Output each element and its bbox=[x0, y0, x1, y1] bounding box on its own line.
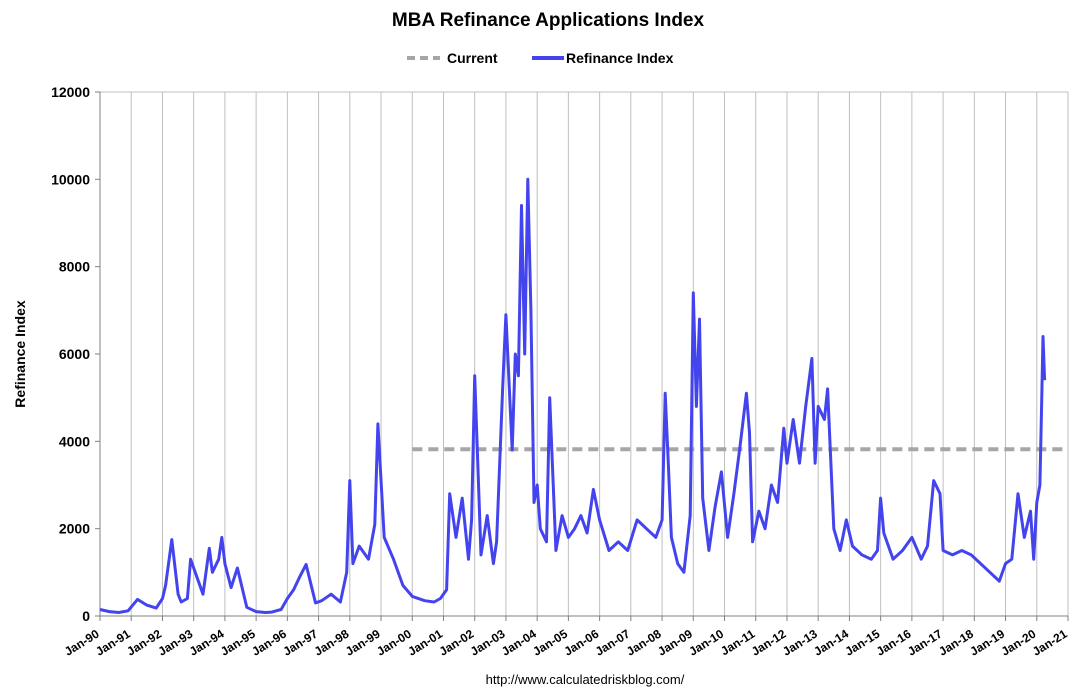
y-tick-label: 6000 bbox=[59, 346, 90, 362]
y-tick-label: 8000 bbox=[59, 259, 90, 275]
x-tick-label: Jan-20 bbox=[999, 627, 1039, 659]
source-url: http://www.calculatedriskblog.com/ bbox=[486, 672, 685, 687]
x-tick-label: Jan-00 bbox=[374, 627, 414, 659]
x-tick-label: Jan-14 bbox=[811, 627, 851, 659]
x-tick-label: Jan-03 bbox=[468, 627, 508, 659]
x-tick-label: Jan-97 bbox=[280, 627, 320, 659]
y-tick-label: 4000 bbox=[59, 433, 90, 449]
y-tick-label: 0 bbox=[82, 608, 90, 624]
x-tick-label: Jan-96 bbox=[249, 627, 289, 659]
x-tick-label: Jan-09 bbox=[655, 627, 695, 659]
legend: Current Refinance Index bbox=[407, 50, 674, 66]
x-tick-label: Jan-17 bbox=[905, 627, 945, 659]
x-tick-label: Jan-95 bbox=[218, 627, 258, 659]
x-tick-label: Jan-06 bbox=[562, 627, 602, 659]
x-tick-label: Jan-93 bbox=[156, 627, 196, 659]
x-axis: Jan-90Jan-91Jan-92Jan-93Jan-94Jan-95Jan-… bbox=[62, 615, 1070, 659]
x-tick-label: Jan-12 bbox=[749, 627, 789, 659]
y-tick-label: 10000 bbox=[51, 171, 90, 187]
y-axis: 0 2000 4000 6000 8000 10000 12000 bbox=[51, 84, 101, 624]
x-tick-label: Jan-07 bbox=[593, 627, 633, 659]
x-tick-label: Jan-13 bbox=[780, 627, 820, 659]
refinance-index-line bbox=[99, 177, 1047, 614]
x-tick-label: Jan-16 bbox=[874, 627, 914, 659]
x-tick-label: Jan-04 bbox=[499, 627, 539, 659]
x-tick-label: Jan-11 bbox=[718, 626, 757, 658]
x-tick-label: Jan-10 bbox=[686, 627, 726, 659]
x-tick-label: Jan-99 bbox=[343, 627, 383, 659]
plot-area bbox=[99, 91, 1069, 617]
x-tick-label: Jan-92 bbox=[124, 627, 164, 659]
x-tick-label: Jan-05 bbox=[530, 627, 570, 659]
legend-refinance-label: Refinance Index bbox=[566, 50, 674, 66]
x-tick-label: Jan-21 bbox=[1030, 627, 1070, 659]
x-tick-label: Jan-15 bbox=[843, 627, 883, 659]
x-tick-label: Jan-91 bbox=[93, 627, 133, 659]
x-tick-label: Jan-98 bbox=[312, 627, 352, 659]
x-tick-label: Jan-94 bbox=[187, 627, 227, 659]
legend-current-label: Current bbox=[447, 50, 498, 66]
grid bbox=[99, 91, 1069, 617]
x-tick-label: Jan-02 bbox=[437, 627, 477, 659]
x-tick-label: Jan-08 bbox=[624, 627, 664, 659]
y-tick-label: 2000 bbox=[59, 521, 90, 537]
x-tick-label: Jan-90 bbox=[62, 627, 102, 659]
chart-title: MBA Refinance Applications Index bbox=[392, 10, 705, 31]
x-tick-label: Jan-19 bbox=[967, 627, 1007, 659]
y-tick-label: 12000 bbox=[51, 84, 90, 100]
x-tick-label: Jan-01 bbox=[405, 627, 445, 659]
series-group bbox=[99, 177, 1068, 614]
y-axis-label: Refinance Index bbox=[12, 300, 28, 408]
x-tick-label: Jan-18 bbox=[936, 627, 976, 659]
